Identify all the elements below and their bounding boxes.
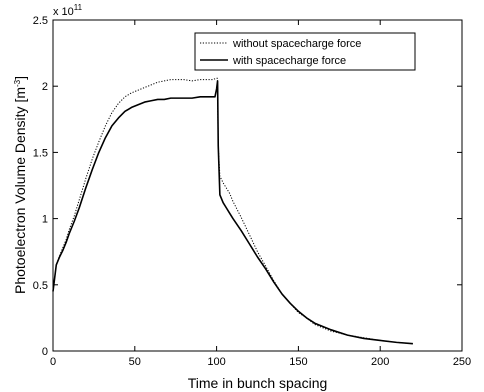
legend-box <box>194 32 416 71</box>
y-exponent-label: x 1011 <box>53 3 83 18</box>
legend-label-with-spacecharge: with spacecharge force <box>232 55 346 67</box>
x-tick-label: 200 <box>371 356 389 368</box>
y-axis-ticks: 0 0.5 1 1.5 2 2.5 <box>33 15 462 358</box>
series-line-with-spacecharge <box>52 80 413 345</box>
y-tick-label: 1 <box>42 214 48 226</box>
legend: without spacecharge force with spacechar… <box>194 32 416 71</box>
y-tick-label: 0.5 <box>33 280 48 292</box>
y-tick-label: 2.5 <box>33 15 48 27</box>
x-tick-label: 250 <box>453 356 471 368</box>
y-tick-label: 1.5 <box>33 147 48 159</box>
plot-area <box>52 19 463 352</box>
x-axis-ticks: 0 50 100 150 200 250 <box>50 20 471 368</box>
legend-label-without-spacecharge: without spacecharge force <box>232 38 361 50</box>
x-tick-label: 0 <box>50 356 56 368</box>
y-axis-label: Photoelectron Volume Density [m-3] <box>12 76 28 294</box>
y-tick-label: 0 <box>42 346 48 358</box>
x-tick-label: 150 <box>289 356 307 368</box>
x-tick-label: 50 <box>129 356 141 368</box>
x-tick-label: 100 <box>207 356 225 368</box>
x-axis-label: Time in bunch spacing <box>188 375 328 391</box>
series-line-without-spacecharge <box>52 77 413 345</box>
y-tick-label: 2 <box>42 81 48 93</box>
series-layer <box>52 77 413 345</box>
